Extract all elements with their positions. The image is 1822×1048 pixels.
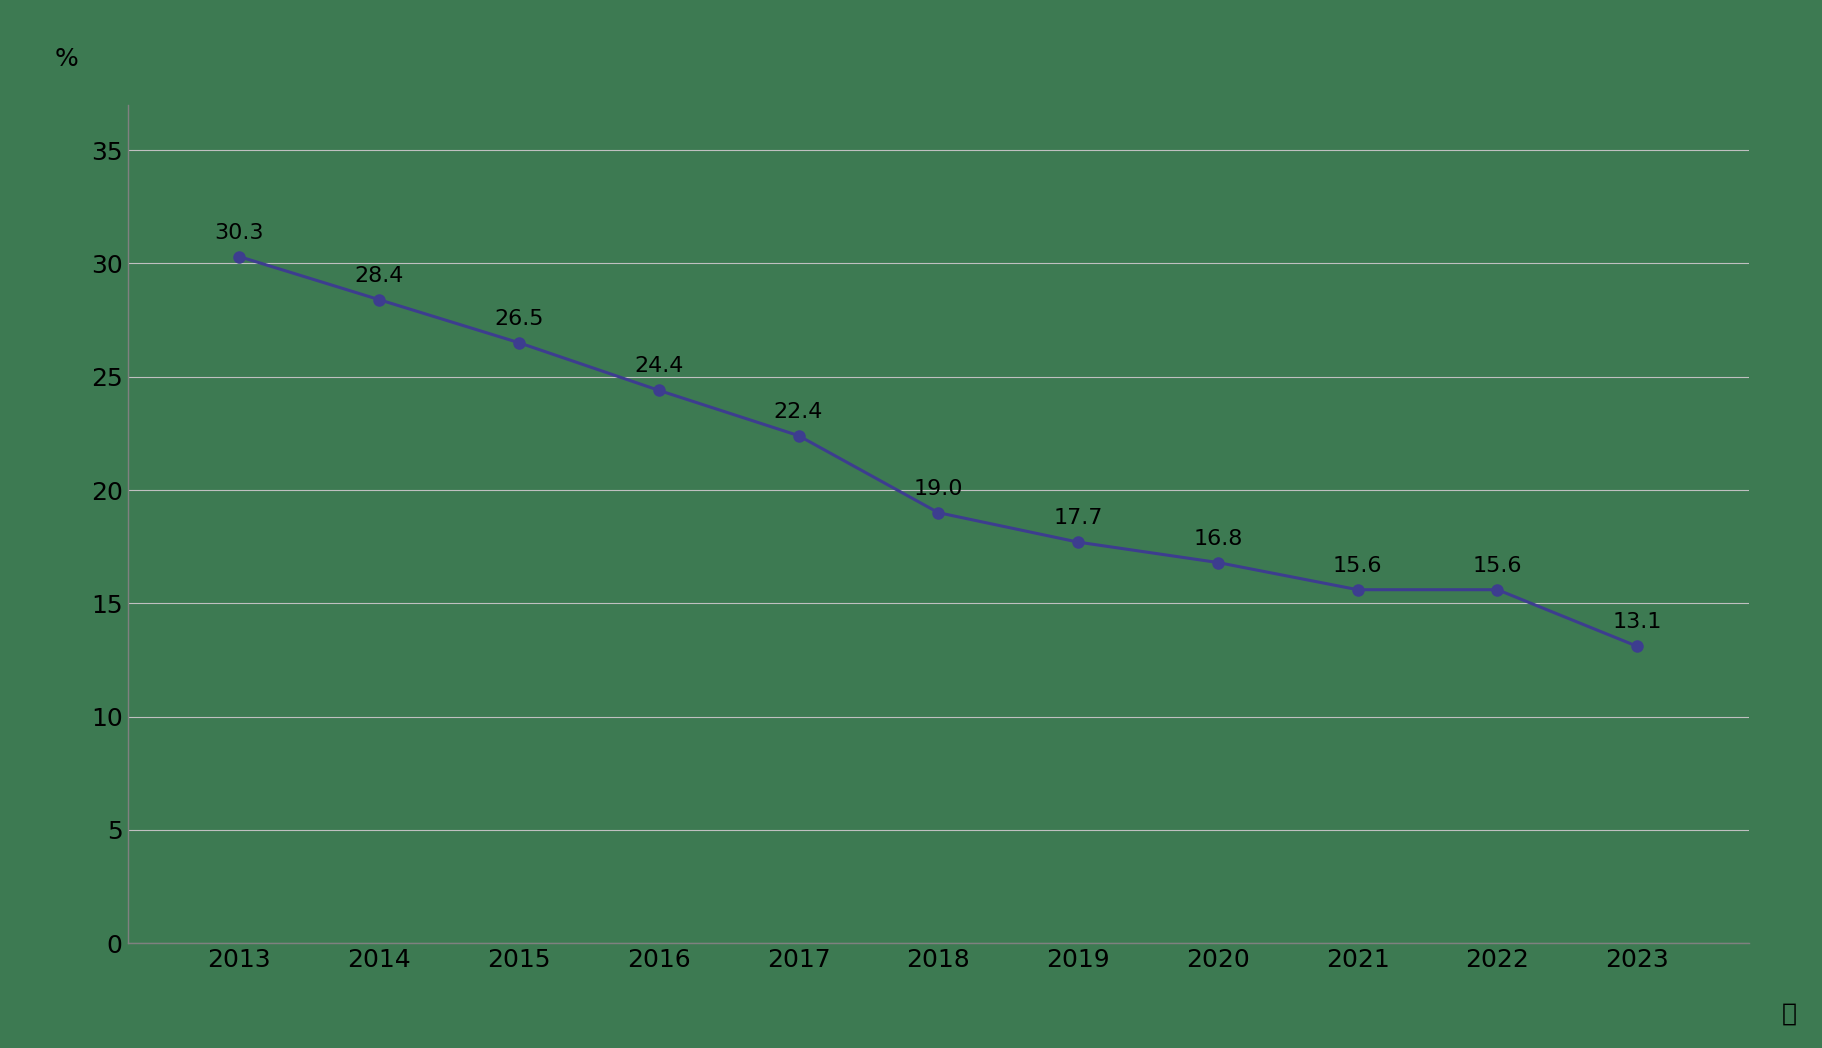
Text: 17.7: 17.7 (1053, 508, 1102, 528)
Text: 13.1: 13.1 (1612, 612, 1662, 633)
Text: 15.6: 15.6 (1472, 555, 1521, 575)
Text: 28.4: 28.4 (355, 266, 404, 286)
Text: 22.4: 22.4 (774, 401, 824, 421)
Text: 15.6: 15.6 (1334, 555, 1383, 575)
Text: 26.5: 26.5 (494, 309, 543, 329)
Text: 24.4: 24.4 (634, 356, 683, 376)
Text: 16.8: 16.8 (1193, 528, 1243, 549)
Text: 年: 年 (1782, 1002, 1796, 1026)
Text: %: % (55, 47, 78, 71)
Text: 30.3: 30.3 (215, 223, 264, 243)
Text: 19.0: 19.0 (913, 479, 964, 499)
